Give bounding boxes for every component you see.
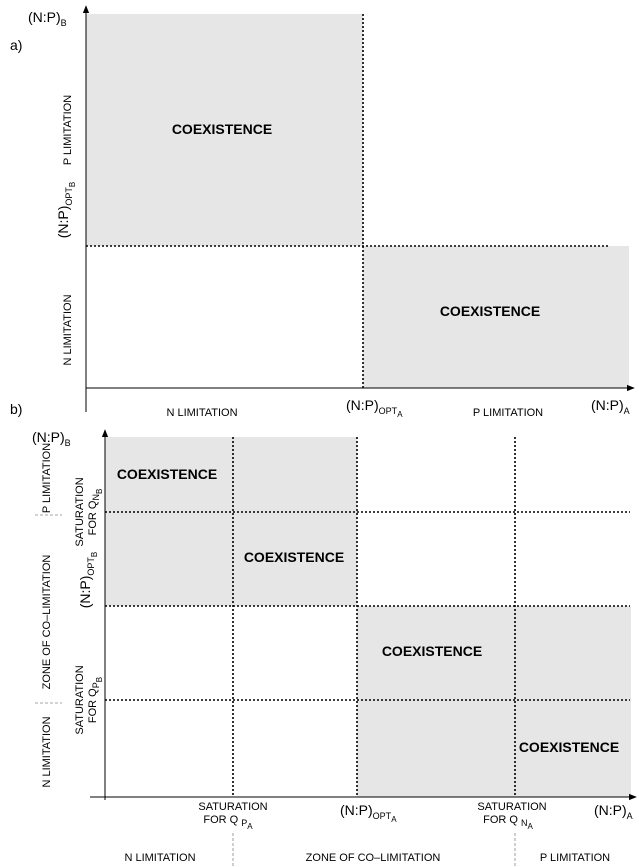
x-zone-label: P LIMITATION <box>540 852 610 864</box>
region <box>363 246 629 388</box>
text-part: B <box>90 552 99 557</box>
y-saturation-label: SATURATION <box>74 665 86 734</box>
text-part: B <box>65 438 71 448</box>
region-label: COEXISTENCE <box>172 121 272 137</box>
region-label: COEXISTENCE <box>244 549 344 565</box>
y-axis-label: (N:P)B <box>32 429 71 448</box>
y-region-label: P LIMITATION <box>62 95 74 165</box>
panel-a: a) (N:P)B P LIMITATION N LIMITATION (N:P… <box>10 5 635 419</box>
text-part: FOR Q <box>87 500 99 535</box>
text-part: (N:P) <box>28 9 61 25</box>
panel-label: b) <box>10 401 22 417</box>
x-axis-label: (N:P)A <box>591 397 630 416</box>
text-part: (N:P) <box>594 802 627 818</box>
x-zone-label: ZONE OF CO–LIMITATION <box>306 852 441 864</box>
panel-label: a) <box>10 37 22 53</box>
text-part: B <box>95 489 104 494</box>
x-saturation-label: FOR Q PA <box>203 814 253 831</box>
text-part: (N:P) <box>77 576 93 609</box>
region-label: COEXISTENCE <box>519 739 619 755</box>
y-threshold-label: (N:P)OPTB <box>77 552 99 609</box>
text-part: P <box>241 818 247 828</box>
text-part: (N:P) <box>346 397 379 413</box>
text-part: FOR Q <box>203 814 238 826</box>
text-part: B <box>68 182 77 187</box>
x-region-label: P LIMITATION <box>473 407 543 419</box>
y-zone-label: P LIMITATION <box>41 443 53 513</box>
y-saturation-label: FOR QNB <box>87 489 104 536</box>
y-saturation-label: SATURATION <box>74 477 86 546</box>
x-zone-label: N LIMITATION <box>124 852 195 864</box>
x-region-label: N LIMITATION <box>166 407 237 419</box>
text-part: A <box>397 410 403 419</box>
y-axis-label: (N:P)B <box>28 9 67 28</box>
text-part: A <box>627 811 633 821</box>
y-threshold-label: (N:P)OPTB <box>55 182 77 239</box>
text-part: (N:P) <box>32 429 65 445</box>
text-part: B <box>95 677 104 682</box>
x-threshold-label: (N:P)OPTA <box>346 397 403 419</box>
y-zone-label: N LIMITATION <box>41 716 53 787</box>
text-part: A <box>247 822 253 831</box>
panel-b: b) (N:P)B P LIMITATION ZONE OF CO–LIMITA… <box>10 401 637 867</box>
y-region-label: N LIMITATION <box>62 294 74 365</box>
x-threshold-label: (N:P)OPTA <box>340 802 397 824</box>
region-label: COEXISTENCE <box>440 303 540 319</box>
text-part: (N:P) <box>591 397 624 413</box>
text-part: P <box>91 682 101 688</box>
text-part: A <box>624 406 630 416</box>
text-part: OPT <box>373 811 392 821</box>
region <box>86 14 363 246</box>
text-part: OPT <box>86 557 96 576</box>
region <box>105 437 357 606</box>
region-label: COEXISTENCE <box>117 466 217 482</box>
x-axis-label: (N:P)A <box>594 802 633 821</box>
text-part: FOR Q <box>483 814 518 826</box>
text-part: (N:P) <box>55 206 71 239</box>
text-part: OPT <box>379 406 398 416</box>
text-part: A <box>391 815 397 824</box>
x-saturation-label: FOR Q NA <box>483 814 533 831</box>
text-part: (N:P) <box>340 802 373 818</box>
text-part: OPT <box>64 187 74 206</box>
text-part: N <box>91 494 101 501</box>
text-part: N <box>521 818 528 828</box>
region-label: COEXISTENCE <box>382 643 482 659</box>
text-part: B <box>61 18 67 28</box>
y-saturation-label: FOR QPB <box>87 677 104 723</box>
x-saturation-label: SATURATION <box>198 801 267 813</box>
y-zone-label: ZONE OF CO–LIMITATION <box>41 555 53 690</box>
text-part: FOR Q <box>87 688 99 723</box>
text-part: A <box>528 822 534 831</box>
x-saturation-label: SATURATION <box>477 801 546 813</box>
region <box>357 606 631 797</box>
